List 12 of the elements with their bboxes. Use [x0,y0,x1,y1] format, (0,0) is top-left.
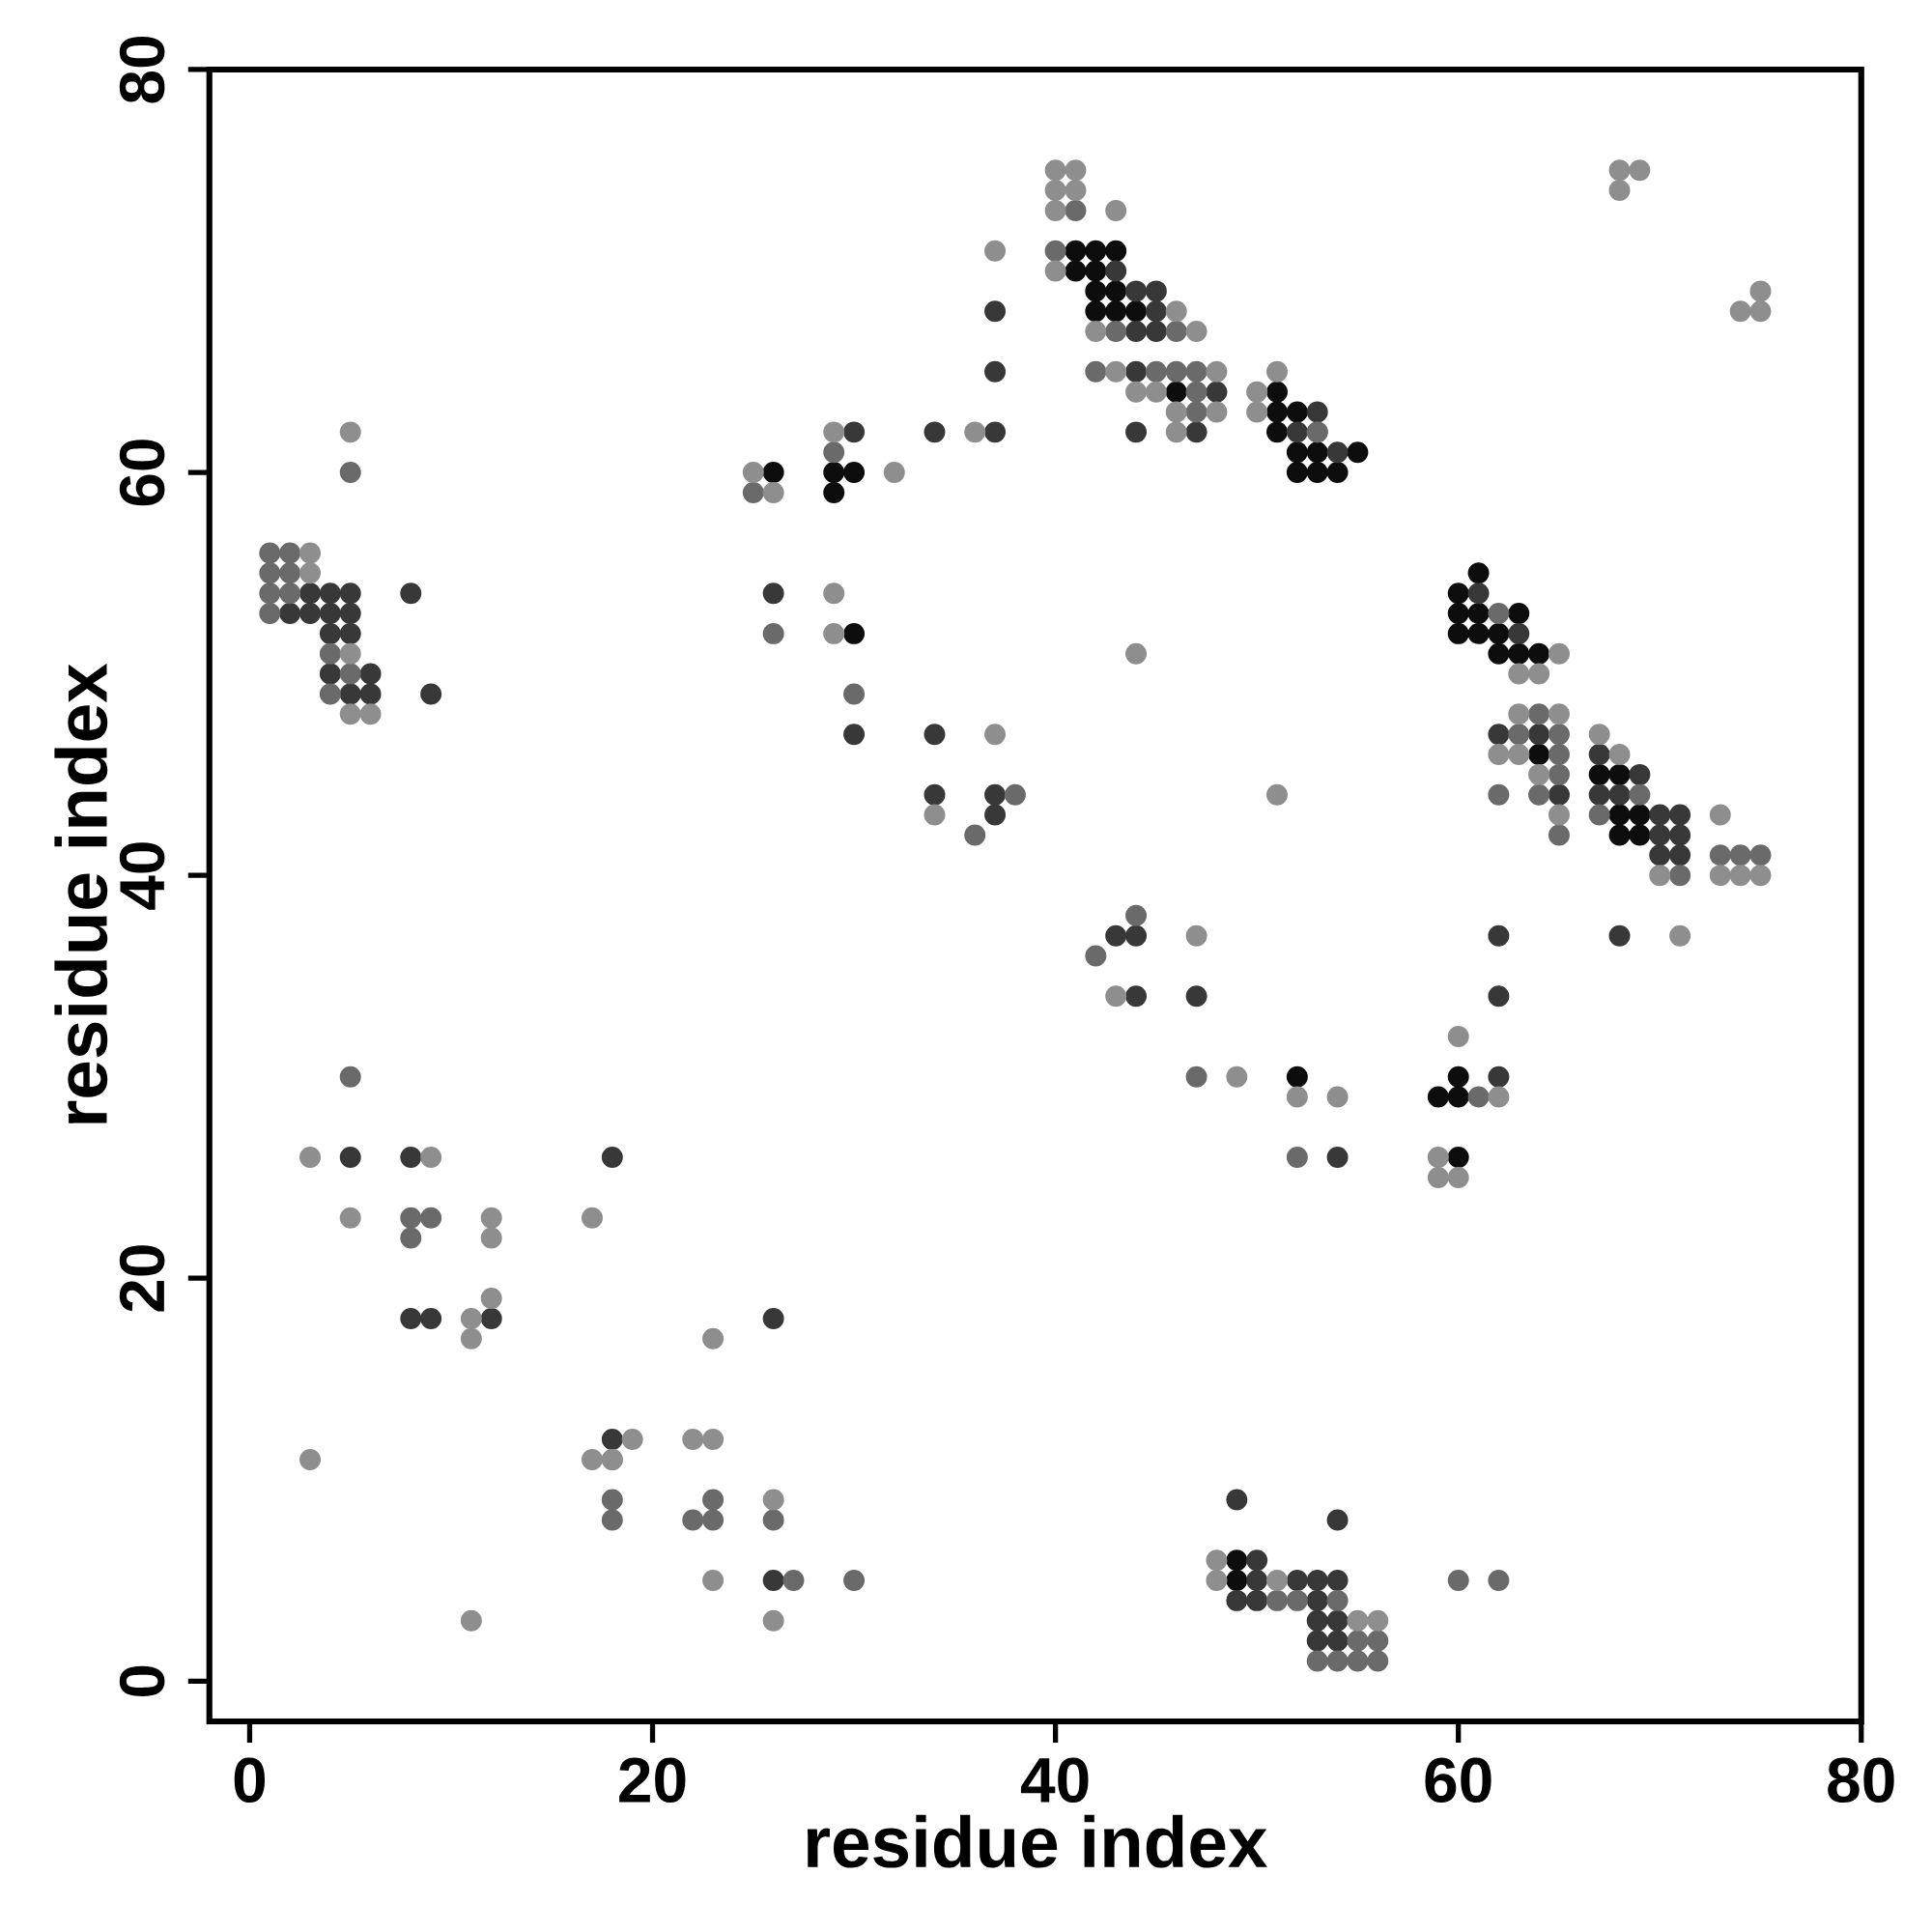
y-axis-title: residue index [54,663,108,1123]
x-tick-label: 0 [234,1757,266,1804]
y-tick-label: 60 [119,440,165,506]
y-tick-label: 40 [119,842,165,910]
y-tick-label: 20 [119,1245,165,1312]
x-tick-label: 40 [1020,1757,1089,1804]
x-axis-title: residue index [807,1814,1267,1868]
y-tick-label: 80 [119,37,165,103]
x-tick-label: 60 [1425,1757,1492,1804]
x-tick-label: 20 [619,1757,686,1804]
x-tick-label: 80 [1828,1757,1894,1804]
y-tick-label: 0 [119,1665,165,1696]
